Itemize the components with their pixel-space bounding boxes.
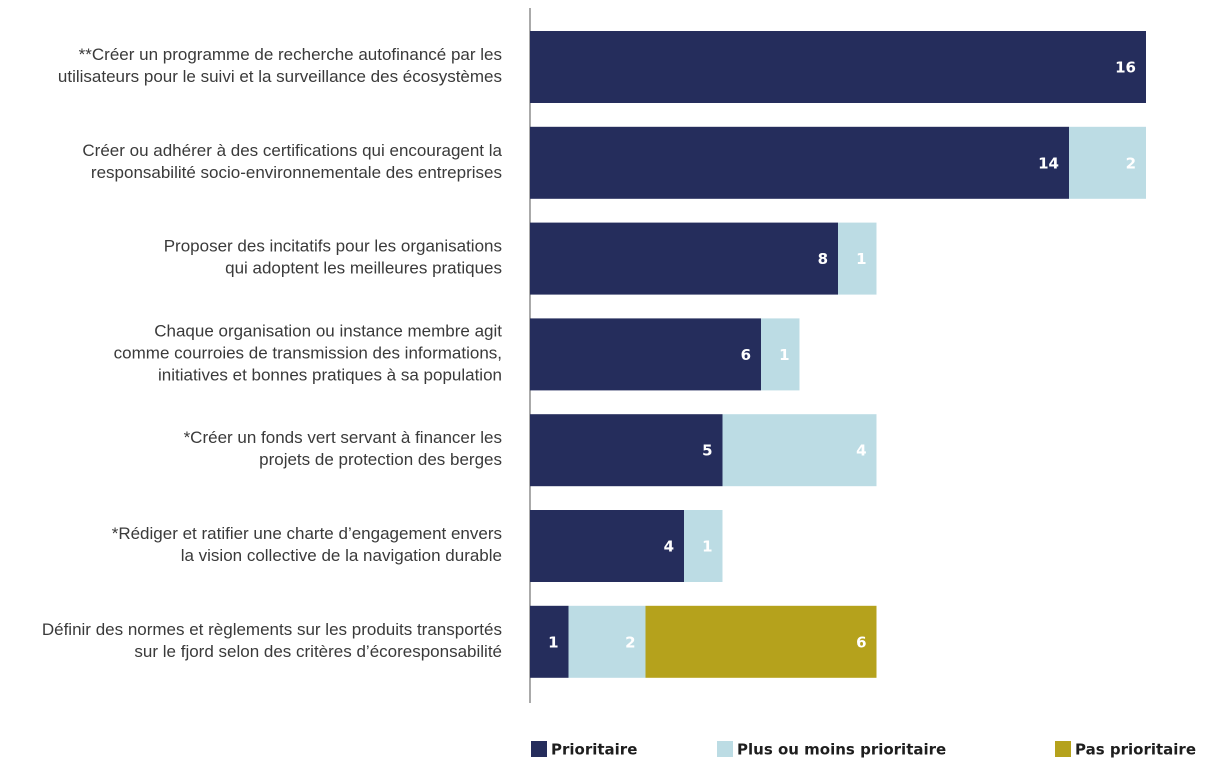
bar-segment [761,318,800,391]
value-label: 2 [625,633,635,651]
category-label: Définir des normes et règlements sur les… [42,620,502,661]
bar-segment [530,605,569,678]
bar-segment [530,126,1069,199]
bar-segment [568,605,646,678]
legend-label: Prioritaire [551,741,637,759]
category-label: Proposer des incitatifs pour les organis… [164,237,502,278]
bar-segment [530,222,838,295]
value-label: 2 [1126,154,1136,172]
value-label: 1 [702,538,712,556]
bar-segment [838,222,877,295]
value-label: 1 [548,633,558,651]
legend-swatch [531,741,547,757]
legend-label: Pas prioritaire [1075,741,1196,759]
category-label: *Créer un fonds vert servant à financer … [184,429,502,470]
category-label: *Rédiger et ratifier une charte d’engage… [112,524,502,565]
bar-segment [1069,126,1146,199]
legend-label: Plus ou moins prioritaire [737,741,946,759]
value-label: 4 [856,442,866,460]
bar-segment [722,414,877,487]
value-label: 16 [1115,59,1136,77]
bar-segment [684,510,723,582]
value-label: 14 [1038,154,1059,172]
value-label: 4 [664,538,674,556]
value-label: 6 [741,346,751,364]
bar-segment [530,414,723,487]
value-label: 1 [779,346,789,364]
value-label: 5 [702,442,712,460]
bar-segment [530,510,684,582]
value-label: 6 [856,633,866,651]
value-label: 1 [856,250,866,268]
legend-swatch [1055,741,1071,757]
category-label: **Créer un programme de recherche autofi… [58,45,502,86]
value-label: 8 [818,250,828,268]
legend-swatch [717,741,733,757]
bar-segment [530,318,761,391]
bar-segment [645,605,877,678]
bar-segment [530,31,1146,103]
category-label: Chaque organisation ou instance membre a… [114,322,503,385]
category-label: Créer ou adhérer à des certifications qu… [82,141,502,182]
